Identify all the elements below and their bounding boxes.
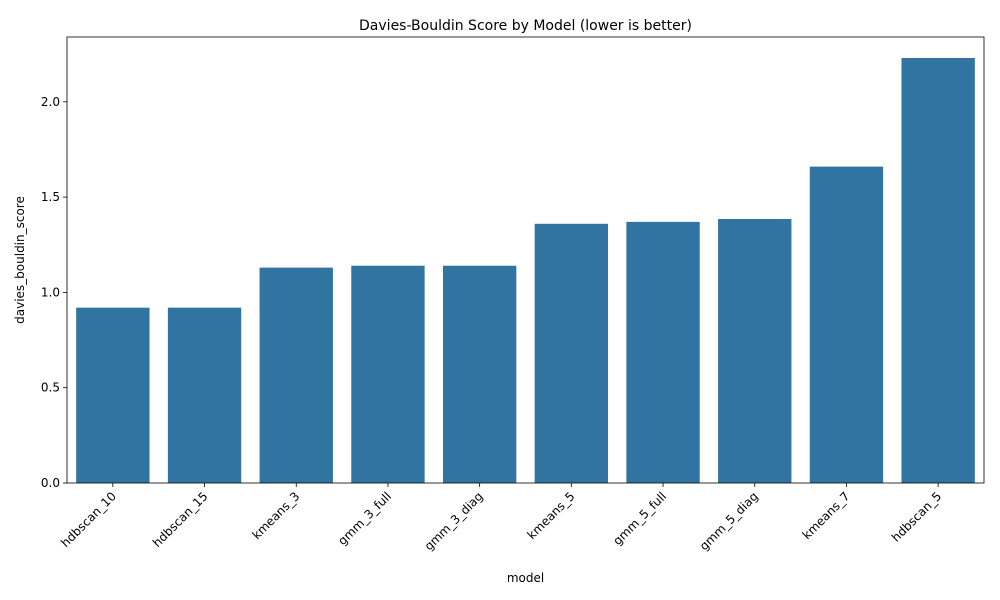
x-axis: hdbscan_10 hdbscan_15 kmeans_3 gmm_3_full gm…	[58, 483, 944, 553]
bars-group	[76, 57, 975, 484]
bar-kmeans_3	[259, 267, 333, 483]
x-tick-label-gmm_3_diag: gmm_3_diag	[422, 489, 486, 553]
x-tick-label-gmm_5_diag: gmm_5_diag	[697, 489, 761, 553]
bar-gmm_3_full	[351, 265, 425, 483]
y-axis-title: davies_bouldin_score	[13, 196, 27, 324]
y-tick-label: 0.5	[41, 381, 60, 395]
bar-gmm_3_diag	[442, 265, 517, 483]
x-tick-label-hdbscan_15: hdbscan_15	[150, 489, 211, 550]
bar-kmeans_7	[809, 166, 884, 484]
y-tick-label: 1.5	[41, 190, 60, 204]
x-tick-label-kmeans_5: kmeans_5	[525, 489, 578, 542]
x-tick-label-gmm_3_full: gmm_3_full	[335, 489, 394, 548]
x-tick-label-kmeans_3: kmeans_3	[249, 489, 302, 542]
x-tick-label-gmm_5_full: gmm_5_full	[610, 489, 669, 548]
x-axis-title: model	[507, 571, 544, 585]
bar-gmm_5_full	[626, 221, 700, 483]
bar-hdbscan_5	[901, 57, 975, 483]
bar-hdbscan_15	[167, 307, 242, 483]
x-tick-label-hdbscan_5: hdbscan_5	[889, 489, 944, 544]
bar-gmm_5_diag	[718, 219, 792, 483]
y-tick-label: 1.0	[41, 285, 60, 299]
y-tick-label: 0.0	[41, 476, 60, 490]
bar-hdbscan_10	[76, 307, 150, 483]
bar-kmeans_5	[534, 223, 609, 484]
x-tick-label-hdbscan_10: hdbscan_10	[58, 489, 119, 550]
chart-title: Davies-Bouldin Score by Model (lower is …	[359, 18, 692, 34]
y-tick-label: 2.0	[41, 95, 60, 109]
plot-frame	[66, 36, 985, 484]
x-tick-label-kmeans_7: kmeans_7	[800, 489, 853, 542]
y-axis: 0.0 0.5 1.0 1.5 2.0	[41, 95, 67, 490]
